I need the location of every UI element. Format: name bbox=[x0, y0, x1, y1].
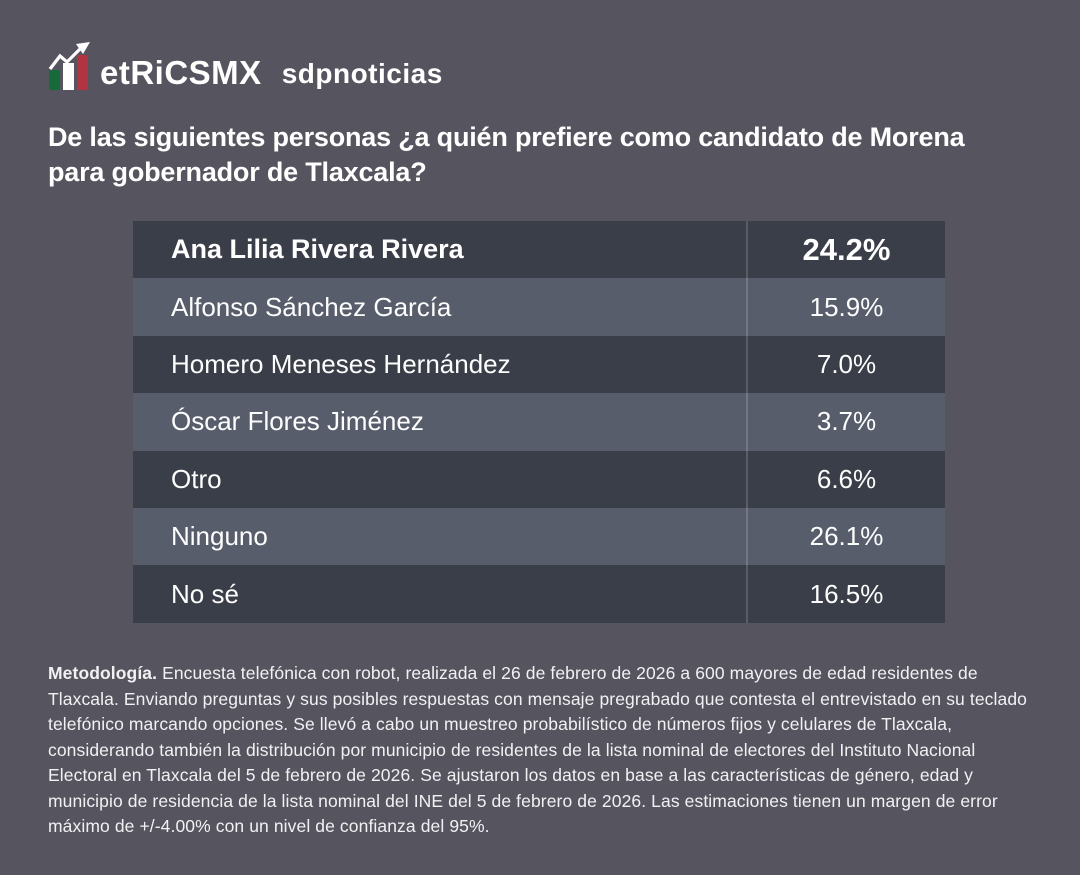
candidate-percentage: 3.7% bbox=[816, 406, 877, 437]
candidate-name: No sé bbox=[133, 565, 748, 623]
poll-question-line2: para gobernador de Tlaxcala? bbox=[48, 157, 427, 187]
candidate-percentage: 15.9% bbox=[809, 291, 884, 322]
poll-question-title: De las siguientes personas ¿a quién pref… bbox=[48, 120, 1038, 190]
poll-question-line1: De las siguientes personas ¿a quién pref… bbox=[48, 122, 965, 152]
metricsmx-wordmark: etRiCSMX bbox=[100, 54, 262, 91]
candidate-name: Óscar Flores Jiménez bbox=[133, 393, 748, 451]
sdpnoticias-logo: sdpnoticias bbox=[281, 58, 443, 89]
candidate-percentage: 26.1% bbox=[809, 521, 884, 552]
table-row: Óscar Flores Jiménez 3.7% bbox=[133, 393, 945, 451]
table-row: Alfonso Sánchez García 15.9% bbox=[133, 278, 945, 336]
bar-chart-arrow-icon bbox=[48, 42, 90, 90]
table-row: Homero Meneses Hernández 7.0% bbox=[133, 335, 945, 394]
methodology-text: Encuesta telefónica con robot, realizada… bbox=[48, 663, 1027, 836]
methodology-label: Metodología. bbox=[48, 663, 158, 683]
candidate-name: Homero Meneses Hernández bbox=[133, 335, 748, 394]
table-row: Ninguno 26.1% bbox=[133, 507, 945, 566]
candidate-name: Ana Lilia Rivera Rivera bbox=[133, 221, 748, 279]
candidate-percentage: 7.0% bbox=[816, 348, 877, 379]
header-brand-bar: etRiCSMX sdpnoticias bbox=[48, 42, 443, 90]
candidate-name: Otro bbox=[133, 450, 748, 508]
table-row: Ana Lilia Rivera Rivera 24.2% bbox=[133, 221, 945, 279]
methodology-paragraph: Metodología. Encuesta telefónica con rob… bbox=[48, 661, 1043, 840]
candidate-name: Ninguno bbox=[133, 507, 748, 566]
candidate-percentage: 6.6% bbox=[816, 463, 877, 494]
poll-results-table: Ana Lilia Rivera Rivera 24.2% Alfonso Sá… bbox=[133, 221, 945, 623]
table-row: Otro 6.6% bbox=[133, 450, 945, 508]
table-row: No sé 16.5% bbox=[133, 565, 945, 623]
candidate-name: Alfonso Sánchez García bbox=[133, 278, 748, 336]
candidate-percentage: 16.5% bbox=[809, 578, 884, 609]
candidate-percentage: 24.2% bbox=[802, 231, 891, 267]
